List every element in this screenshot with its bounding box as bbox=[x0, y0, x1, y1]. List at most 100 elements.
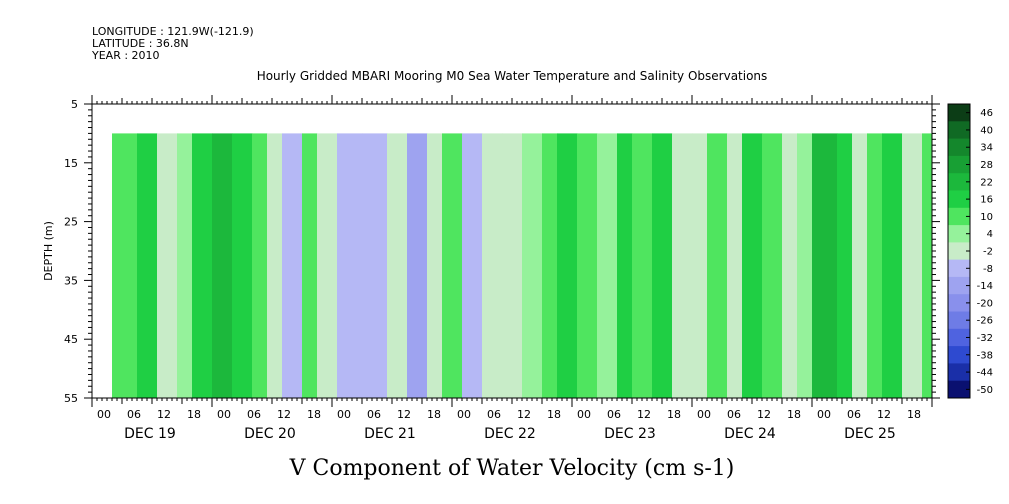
colorbar-label: 16 bbox=[980, 195, 993, 206]
x-hour-label: 00 bbox=[577, 408, 591, 421]
x-hour-label: 18 bbox=[187, 408, 201, 421]
x-hour-label: 00 bbox=[217, 408, 231, 421]
x-hour-label: 12 bbox=[517, 408, 531, 421]
heatmap-column bbox=[317, 133, 338, 398]
colorbar-label: 34 bbox=[980, 143, 993, 154]
heatmap-column bbox=[482, 133, 503, 398]
colorbar-label: -38 bbox=[977, 350, 993, 361]
heatmap-column bbox=[632, 133, 653, 398]
heatmap-column bbox=[362, 133, 388, 398]
x-hour-label: 00 bbox=[457, 408, 471, 421]
heatmap-column bbox=[157, 133, 178, 398]
heatmap-column bbox=[782, 133, 798, 398]
colorbar-label: -14 bbox=[977, 281, 993, 292]
colorbar-label: -26 bbox=[977, 316, 993, 327]
x-day-label: DEC 25 bbox=[844, 426, 896, 442]
colorbar-swatch bbox=[948, 276, 970, 295]
heatmap-column bbox=[427, 133, 443, 398]
colorbar-label: 40 bbox=[980, 125, 993, 136]
heatmap-column bbox=[302, 133, 318, 398]
x-hour-label: 12 bbox=[757, 408, 771, 421]
heatmap-column bbox=[652, 133, 673, 398]
colorbar-label: -8 bbox=[983, 264, 993, 275]
y-axis: 5 15 25 35 45 55 bbox=[64, 98, 940, 405]
colorbar-swatch bbox=[948, 225, 970, 243]
heatmap-column bbox=[577, 133, 598, 398]
heatmap-column bbox=[902, 133, 923, 398]
colorbar-label: -50 bbox=[977, 385, 993, 396]
y-tick-label: 5 bbox=[71, 98, 78, 111]
colorbar-label: 4 bbox=[987, 229, 993, 240]
heatmap-column bbox=[707, 133, 728, 398]
colorbar-swatch bbox=[948, 363, 970, 382]
heatmap-column bbox=[112, 133, 138, 398]
x-hour-label: 00 bbox=[97, 408, 111, 421]
colorbar-label: 22 bbox=[980, 177, 993, 188]
heatmap-column bbox=[267, 133, 283, 398]
heatmap-column bbox=[797, 133, 813, 398]
heatmap-column bbox=[137, 133, 158, 398]
x-hour-label: 12 bbox=[397, 408, 411, 421]
colorbar: 46 40 34 28 22 16 10 4 -2 -8 -14 -20 -26 -32 -38 -44 -50 bbox=[947, 103, 993, 399]
y-tick-label: 45 bbox=[64, 333, 78, 346]
heatmap-column bbox=[922, 133, 933, 398]
colorbar-swatch bbox=[948, 138, 970, 157]
y-axis-label: DEPTH (m) bbox=[42, 221, 55, 281]
x-hour-label: 06 bbox=[127, 408, 141, 421]
colorbar-swatch bbox=[948, 259, 970, 278]
colorbar-swatch bbox=[948, 207, 970, 226]
heatmap-cells bbox=[112, 133, 933, 398]
colorbar-label: 28 bbox=[980, 160, 993, 171]
colorbar-label: -44 bbox=[977, 368, 993, 379]
heatmap-column bbox=[337, 133, 363, 398]
y-tick-label: 55 bbox=[64, 392, 78, 405]
heatmap-column bbox=[387, 133, 408, 398]
colorbar-swatch bbox=[948, 294, 970, 312]
x-hour-label: 18 bbox=[907, 408, 921, 421]
x-day-label: DEC 20 bbox=[244, 426, 296, 442]
heatmap-column bbox=[672, 133, 693, 398]
heatmap-column bbox=[867, 133, 883, 398]
heatmap-column bbox=[557, 133, 578, 398]
heatmap-column bbox=[542, 133, 558, 398]
colorbar-label: -20 bbox=[977, 298, 993, 309]
heatmap-column bbox=[177, 133, 193, 398]
x-hour-label: 18 bbox=[427, 408, 441, 421]
x-hour-label: 00 bbox=[697, 408, 711, 421]
plot-area bbox=[91, 103, 933, 399]
heatmap-column bbox=[742, 133, 763, 398]
heatmap-column bbox=[252, 133, 268, 398]
x-hour-label: 00 bbox=[817, 408, 831, 421]
heatmap-column bbox=[882, 133, 903, 398]
x-hour-label: 06 bbox=[367, 408, 381, 421]
x-day-label: DEC 24 bbox=[724, 426, 776, 442]
colorbar-swatch bbox=[948, 346, 970, 364]
x-hour-label: 18 bbox=[667, 408, 681, 421]
colorbar-swatch bbox=[948, 104, 970, 122]
heatmap-column bbox=[727, 133, 743, 398]
x-hour-label: 12 bbox=[277, 408, 291, 421]
colorbar-label: -32 bbox=[977, 333, 993, 344]
heatmap-column bbox=[522, 133, 543, 398]
colorbar-swatch bbox=[948, 380, 970, 399]
x-day-label: DEC 22 bbox=[484, 426, 536, 442]
heatmap-column bbox=[192, 133, 213, 398]
colorbar-label: 10 bbox=[980, 212, 993, 223]
colorbar-swatch bbox=[948, 155, 970, 174]
x-axis: 00 06 12 18 00 06 12 18 00 06 12 18 00 06 12 18 00 06 12 18… bbox=[91, 95, 933, 442]
heatmap-column bbox=[407, 133, 428, 398]
colorbar-label: 46 bbox=[980, 108, 993, 119]
x-day-label: DEC 19 bbox=[124, 426, 176, 442]
colorbar-swatch bbox=[948, 190, 970, 209]
colorbar-swatch bbox=[948, 311, 970, 330]
x-hour-label: 06 bbox=[487, 408, 501, 421]
x-hour-label: 18 bbox=[547, 408, 561, 421]
x-hour-label: 06 bbox=[607, 408, 621, 421]
x-hour-label: 12 bbox=[157, 408, 171, 421]
heatmap-column bbox=[812, 133, 838, 398]
heatmap-column bbox=[852, 133, 868, 398]
x-hour-label: 12 bbox=[637, 408, 651, 421]
x-day-label: DEC 21 bbox=[364, 426, 416, 442]
heatmap-column bbox=[212, 133, 233, 398]
